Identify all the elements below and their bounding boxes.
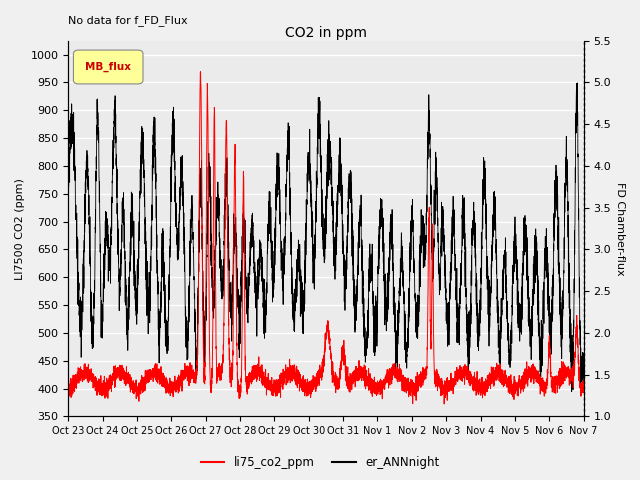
- Title: CO2 in ppm: CO2 in ppm: [285, 25, 367, 39]
- Y-axis label: FD Chamber-flux: FD Chamber-flux: [615, 182, 625, 276]
- FancyBboxPatch shape: [74, 50, 143, 84]
- Text: MB_flux: MB_flux: [85, 62, 131, 72]
- Y-axis label: LI7500 CO2 (ppm): LI7500 CO2 (ppm): [15, 178, 25, 279]
- Text: No data for f_FD_Flux: No data for f_FD_Flux: [68, 15, 188, 25]
- Legend: li75_co2_ppm, er_ANNnight: li75_co2_ppm, er_ANNnight: [196, 452, 444, 474]
